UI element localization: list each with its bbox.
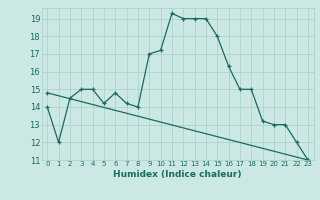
X-axis label: Humidex (Indice chaleur): Humidex (Indice chaleur) xyxy=(113,170,242,179)
